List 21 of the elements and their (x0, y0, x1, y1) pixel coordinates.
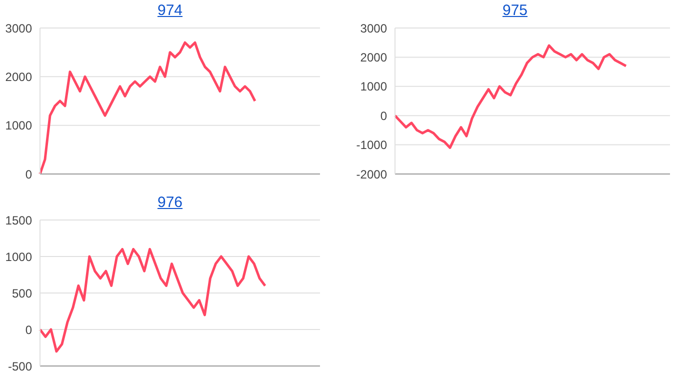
y-tick-label: 3000 (5, 21, 32, 36)
y-tick-label: 0 (25, 167, 32, 182)
line-series (394, 44, 628, 149)
y-tick-label: 1000 (5, 250, 32, 264)
y-tick-label: 2000 (360, 50, 388, 64)
chart-title: 974 (157, 2, 183, 19)
line-series (38, 248, 266, 353)
y-tick-label: 1000 (360, 80, 388, 94)
y-tick-label: -500 (8, 359, 32, 374)
chart-title: 976 (157, 194, 183, 211)
y-tick-label: 500 (12, 286, 32, 300)
y-tick-label: 1500 (5, 213, 32, 228)
y-tick-label: 0 (25, 322, 32, 337)
y-tick-label: 0 (380, 108, 388, 123)
y-tick-label: 2000 (5, 70, 32, 84)
chart-title: 975 (502, 2, 528, 19)
line-series (38, 41, 256, 174)
y-tick-label: -2000 (356, 167, 388, 182)
y-tick-label: -1000 (356, 138, 388, 152)
y-tick-label: 3000 (360, 21, 388, 36)
y-tick-label: 1000 (5, 118, 32, 133)
